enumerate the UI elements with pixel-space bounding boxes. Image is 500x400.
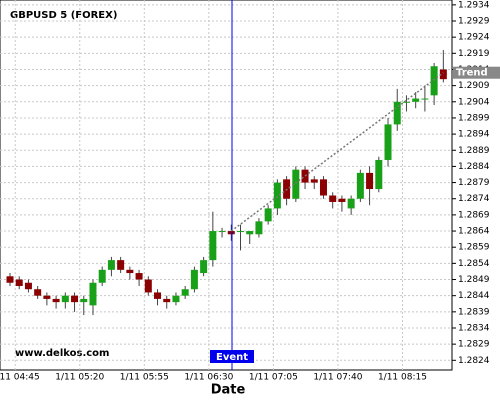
- y-tick-label: 1.2829: [458, 340, 490, 350]
- plot-area: [0, 0, 453, 371]
- x-tick-label: 1/11 08:15: [378, 373, 427, 383]
- y-tick-label: 1.2839: [458, 307, 490, 317]
- x-tick-label: 1/11 07:05: [249, 373, 298, 383]
- candle-body: [107, 260, 115, 270]
- candle-body: [384, 124, 392, 160]
- candle-body: [310, 179, 318, 183]
- candle-body: [24, 282, 32, 290]
- y-tick-label: 1.2919: [458, 49, 490, 59]
- chart-title: GBPUSD 5 (FOREX): [10, 10, 117, 21]
- candle-body: [154, 292, 162, 299]
- x-tick-label: 1/11 05:55: [120, 373, 169, 383]
- x-axis-title: Date: [211, 383, 246, 398]
- candle-body: [71, 295, 79, 303]
- y-tick-label: 1.2899: [458, 113, 490, 123]
- candle-body: [338, 198, 346, 202]
- candle-body: [98, 269, 106, 283]
- y-tick-label: 1.2859: [458, 243, 490, 253]
- x-tick-label: 1/11 05:20: [55, 373, 104, 383]
- y-tick-label: 1.2854: [458, 259, 490, 269]
- candle-body: [430, 66, 438, 96]
- candle-body: [6, 276, 14, 283]
- candle-body: [366, 172, 374, 190]
- y-tick-label: 1.2834: [458, 323, 490, 333]
- x-tick-label: 1/11 07:40: [313, 373, 362, 383]
- candle-body: [273, 182, 281, 209]
- y-tick-label: 1.2924: [458, 33, 490, 43]
- candle-body: [89, 282, 97, 306]
- candle-body: [200, 260, 208, 274]
- y-tick-label: 1.2889: [458, 146, 490, 156]
- candle-body: [227, 231, 235, 235]
- y-tick-label: 1.2884: [458, 162, 490, 172]
- candle-body: [218, 231, 226, 233]
- candle-body: [356, 172, 364, 199]
- candle-body: [126, 269, 134, 274]
- candle-body: [402, 101, 410, 103]
- event-label: Event: [216, 352, 248, 363]
- y-tick-label: 1.2864: [458, 227, 490, 237]
- event-box: [210, 350, 254, 363]
- candle-body: [163, 298, 171, 303]
- y-tick-label: 1.2929: [458, 17, 490, 27]
- candle-body: [347, 198, 355, 209]
- candle-body: [292, 169, 300, 199]
- candle-body: [80, 298, 88, 303]
- candle-body: [301, 169, 309, 183]
- candle-body: [255, 221, 263, 235]
- y-tick-label: 1.2909: [458, 81, 490, 91]
- candle-body: [246, 231, 254, 235]
- candle-body: [439, 69, 447, 80]
- candle-body: [52, 298, 60, 303]
- trend-label: Trend: [456, 68, 488, 79]
- x-tick-label: 1/11 04:45: [0, 373, 40, 383]
- candle-body: [329, 195, 337, 202]
- candle-body: [264, 208, 272, 222]
- x-tick-label: 1/11 06:30: [184, 373, 233, 383]
- candle-body: [117, 260, 125, 270]
- candle-body: [172, 295, 180, 303]
- candle-body: [393, 101, 401, 125]
- candle-body: [15, 279, 23, 286]
- y-tick-label: 1.2849: [458, 275, 490, 285]
- y-tick-label: 1.2904: [458, 97, 490, 107]
- trend-box: [453, 66, 500, 79]
- candle-body: [181, 289, 189, 296]
- candle-body: [375, 159, 383, 190]
- candle-body: [34, 289, 42, 296]
- y-tick-label: 1.2879: [458, 178, 490, 188]
- y-tick-label: 1.2894: [458, 130, 490, 140]
- candle-body: [135, 273, 143, 280]
- trend-line: [230, 72, 444, 232]
- candle-body: [43, 295, 51, 299]
- candle-body: [319, 179, 327, 196]
- candle-body: [412, 98, 420, 102]
- watermark: www.delkos.com: [15, 348, 109, 359]
- y-tick-label: 1.2824: [458, 356, 490, 366]
- y-tick-label: 1.2934: [458, 0, 490, 10]
- y-tick-label: 1.2874: [458, 194, 490, 204]
- candle-body: [421, 98, 429, 100]
- candle-body: [237, 231, 244, 233]
- y-tick-label: 1.2869: [458, 210, 490, 220]
- y-tick-label: 1.2844: [458, 291, 490, 301]
- candle-body: [144, 279, 152, 293]
- candle-body: [61, 295, 69, 303]
- candle-body: [209, 231, 217, 261]
- candle-body: [190, 269, 198, 290]
